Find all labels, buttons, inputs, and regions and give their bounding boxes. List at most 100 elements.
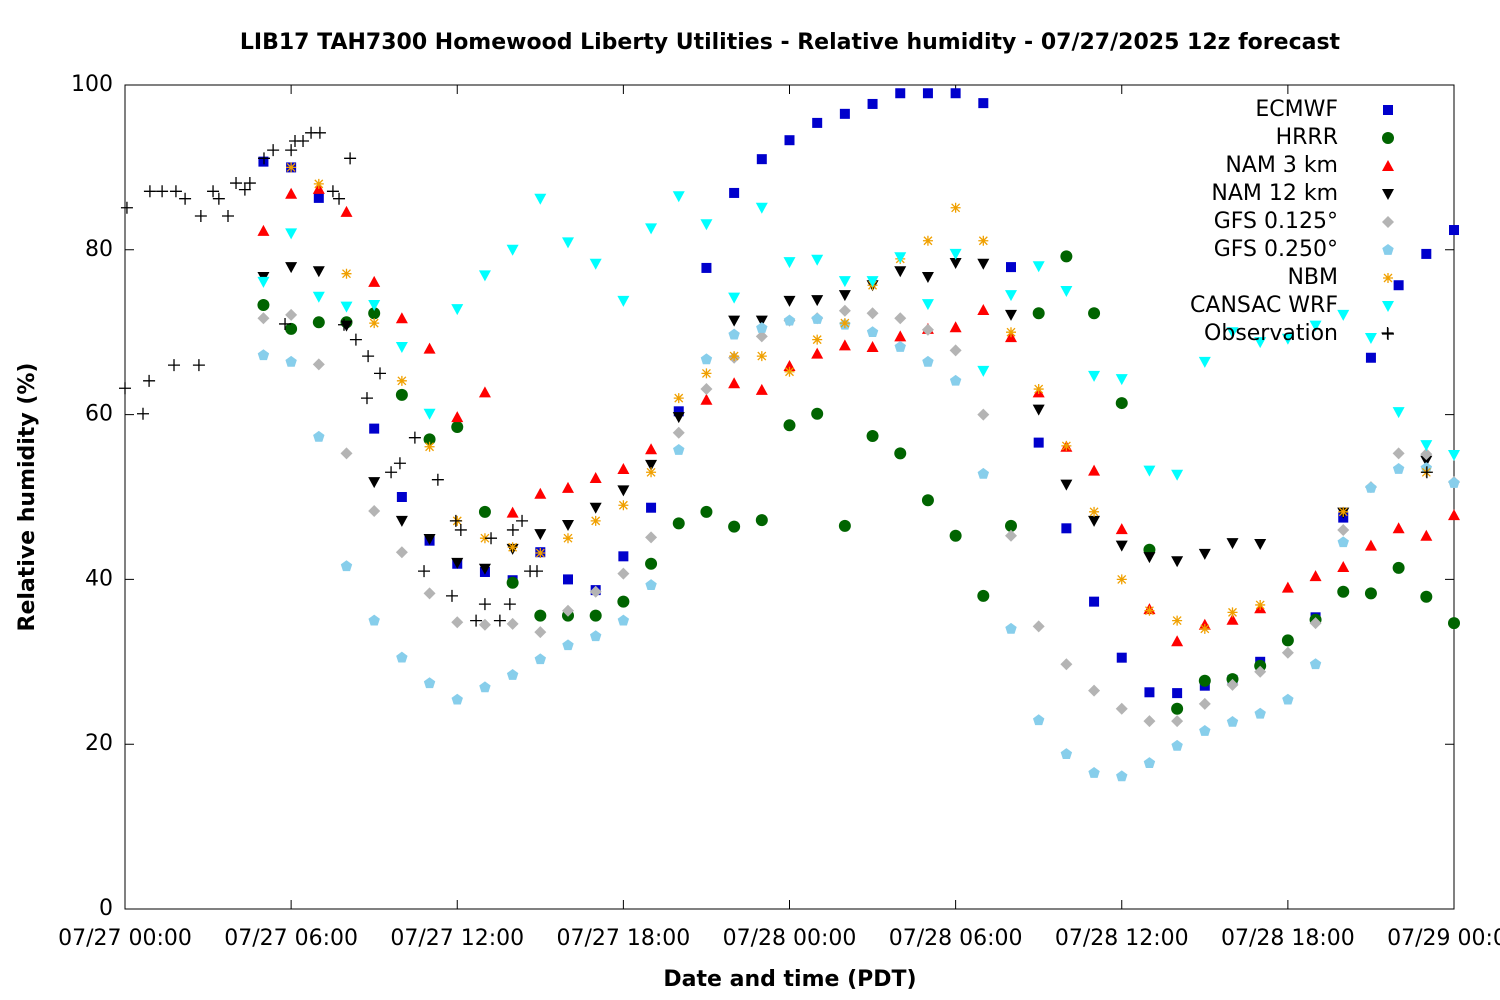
point	[395, 388, 408, 401]
point	[1420, 440, 1433, 452]
point	[563, 533, 573, 544]
point	[506, 523, 519, 536]
point	[408, 431, 421, 444]
point	[1115, 523, 1128, 535]
point	[1420, 448, 1433, 461]
point	[783, 419, 796, 432]
point	[478, 598, 491, 611]
point	[645, 223, 658, 235]
x-axis-label: Date and time (PDT)	[663, 967, 916, 992]
point	[360, 392, 373, 405]
point	[1171, 635, 1184, 647]
point	[1281, 581, 1294, 593]
point	[297, 135, 310, 148]
point	[1088, 370, 1101, 382]
point	[1115, 540, 1128, 552]
point	[449, 514, 462, 527]
point	[1198, 697, 1211, 710]
point	[1337, 523, 1350, 536]
point	[257, 299, 270, 312]
point	[1060, 250, 1073, 263]
point	[589, 502, 602, 514]
point	[729, 351, 740, 362]
point	[784, 366, 795, 377]
point	[839, 108, 850, 119]
point	[977, 303, 990, 315]
point	[1116, 652, 1127, 663]
point	[589, 630, 602, 642]
point	[534, 487, 547, 499]
point	[257, 276, 270, 288]
point	[1171, 702, 1184, 715]
point	[811, 407, 824, 420]
point	[838, 276, 851, 288]
point	[1005, 529, 1017, 542]
point	[1032, 404, 1045, 416]
point	[535, 548, 546, 559]
point	[700, 353, 713, 365]
legend-marker	[1382, 328, 1394, 340]
point	[312, 266, 325, 278]
point	[1005, 519, 1017, 532]
legend-label: NBM	[1287, 265, 1338, 290]
point	[1365, 481, 1377, 493]
point	[1421, 248, 1432, 259]
point	[1006, 262, 1016, 273]
point	[1309, 617, 1322, 630]
point	[673, 444, 685, 455]
point	[1449, 225, 1459, 236]
point	[1032, 714, 1045, 726]
point	[1448, 509, 1460, 521]
point	[866, 307, 879, 320]
point	[756, 322, 768, 333]
point	[562, 604, 574, 617]
point	[1033, 384, 1044, 395]
point	[1171, 556, 1184, 568]
point	[1448, 617, 1460, 630]
point	[454, 523, 467, 536]
point	[1061, 440, 1072, 451]
point	[285, 144, 298, 157]
point	[1365, 352, 1376, 363]
point	[362, 350, 375, 363]
point	[728, 377, 741, 389]
point	[285, 187, 298, 199]
point	[1089, 596, 1100, 607]
point	[589, 585, 602, 598]
point	[1060, 479, 1073, 491]
point	[423, 342, 436, 354]
point	[1338, 506, 1349, 517]
point	[701, 262, 712, 273]
legend-label: GFS 0.250°	[1214, 237, 1338, 262]
point	[1115, 374, 1128, 386]
point	[811, 295, 824, 307]
point	[257, 152, 270, 165]
point	[257, 349, 270, 361]
point	[728, 520, 741, 533]
point	[285, 308, 298, 321]
point	[285, 322, 298, 335]
point	[895, 88, 906, 99]
point	[1116, 770, 1128, 782]
point	[506, 576, 519, 589]
point	[312, 316, 325, 329]
point	[431, 473, 444, 486]
point	[349, 333, 362, 346]
point	[784, 135, 795, 146]
point	[562, 481, 574, 493]
point	[701, 368, 712, 379]
point	[368, 505, 381, 518]
point	[1088, 515, 1101, 527]
point	[1143, 757, 1156, 769]
point	[1032, 307, 1045, 320]
point	[344, 152, 357, 165]
point	[1364, 332, 1377, 344]
point	[313, 178, 324, 189]
y-tick-label: 60	[85, 402, 113, 427]
point	[1254, 707, 1266, 719]
point	[506, 668, 519, 680]
point	[921, 299, 934, 311]
y-tick-label: 80	[85, 237, 113, 262]
point	[516, 514, 529, 527]
